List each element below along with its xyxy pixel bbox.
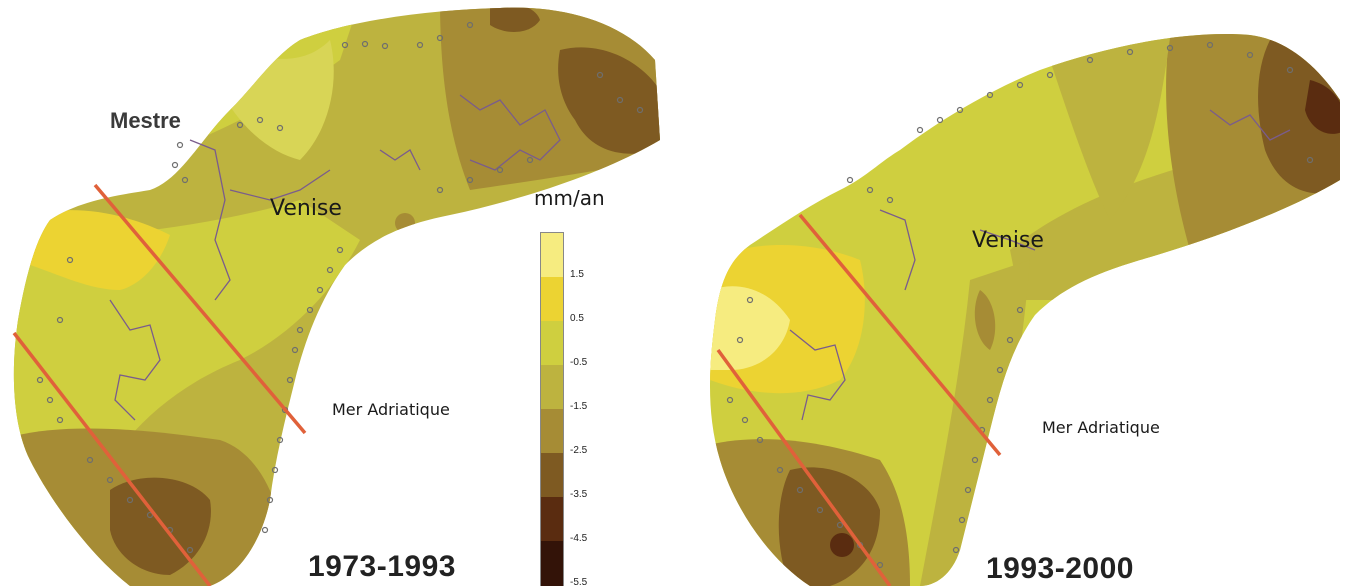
map-left-wells <box>36 21 644 554</box>
legend-tick-label: -0.5 <box>570 357 588 368</box>
map-right-svg <box>710 34 1340 586</box>
map-right-zones <box>710 34 1340 586</box>
legend-swatch <box>541 409 563 454</box>
section-line-north-left <box>93 183 307 435</box>
legend: mm/an 1.5 0.5 -0.5 -1.5 -2.5 -3.5 -4.5 -5.5 <box>534 186 614 588</box>
period-label-right: 1993-2000 <box>986 552 1134 585</box>
label-mestre: Mestre <box>110 108 181 133</box>
section-line-north-right <box>798 213 1002 457</box>
legend-tick-label: 0.5 <box>570 313 584 324</box>
subsidence-map-1993-2000: Venise Mer Adriatique 1993-2000 <box>690 0 1346 586</box>
section-line-south-left <box>12 331 212 586</box>
legend-swatch <box>541 233 563 278</box>
label-sea-left: Mer Adriatique <box>332 400 450 419</box>
legend-swatch <box>541 321 563 366</box>
legend-tick-label: -1.5 <box>570 401 588 412</box>
legend-swatch <box>541 365 563 410</box>
legend-tick-label: 1.5 <box>570 269 584 280</box>
legend-tick-label: -4.5 <box>570 533 588 544</box>
legend-color-bar <box>540 232 564 586</box>
legend-tick-label: -3.5 <box>570 489 588 500</box>
legend-swatch <box>541 541 563 586</box>
legend-swatch <box>541 497 563 542</box>
map-right-canals <box>789 109 1291 421</box>
legend-swatch <box>541 277 563 322</box>
legend-unit: mm/an <box>534 186 605 210</box>
label-sea-right: Mer Adriatique <box>1042 418 1160 437</box>
map-left-canals <box>109 94 561 421</box>
section-line-south-right <box>716 348 892 586</box>
legend-tick-label: -5.5 <box>570 577 588 588</box>
period-label-left: 1973-1993 <box>308 550 456 583</box>
legend-swatch <box>541 453 563 498</box>
legend-tick-label: -2.5 <box>570 445 588 456</box>
label-venise-right: Venise <box>972 228 1044 253</box>
label-venise-left: Venise <box>270 196 342 221</box>
